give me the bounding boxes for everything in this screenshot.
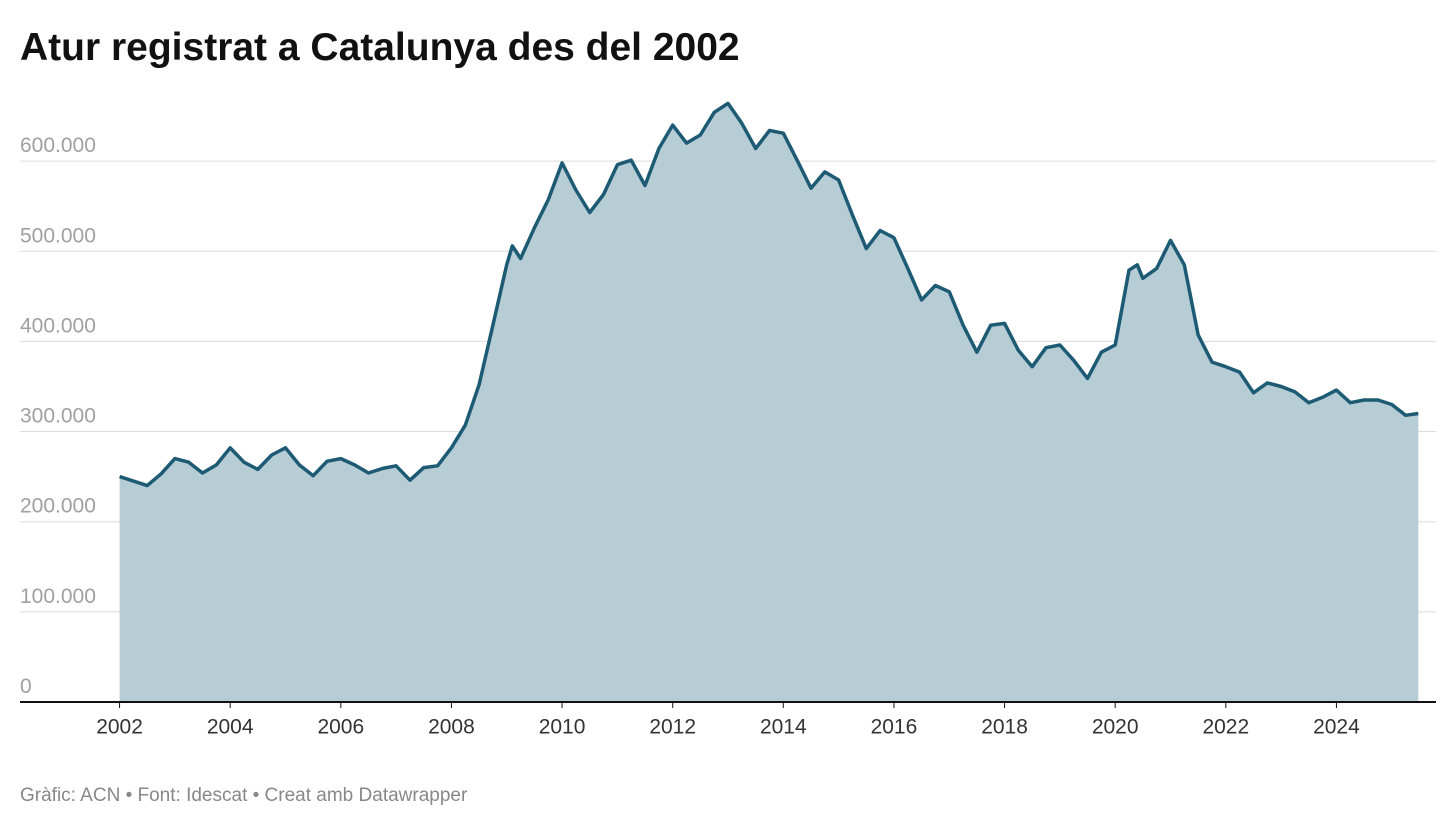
y-tick-label: 600.000	[20, 134, 96, 157]
x-tick-label: 2018	[981, 716, 1028, 739]
area	[119, 103, 1419, 702]
source-note: Gràfic: ACN • Font: Idescat • Creat amb …	[20, 785, 468, 806]
x-tick-label: 2008	[428, 716, 475, 739]
x-tick-label: 2014	[760, 716, 807, 739]
y-tick-label: 500.000	[20, 224, 96, 247]
y-tick-label: 0	[20, 675, 32, 698]
x-tick-label: 2010	[539, 716, 586, 739]
x-tick-label: 2002	[96, 716, 143, 739]
x-tick-label: 2012	[649, 716, 696, 739]
x-tick-label: 2004	[207, 716, 254, 739]
x-tick-label: 2020	[1092, 716, 1139, 739]
x-tick-label: 2016	[871, 716, 918, 739]
line	[119, 101, 1419, 488]
x-tick-label: 2006	[317, 716, 364, 739]
chart-title: Atur registrat a Catalunya des del 2002	[20, 26, 740, 69]
x-tick-label: 2022	[1202, 716, 1249, 739]
y-tick-label: 200.000	[20, 495, 96, 518]
y-tick-label: 100.000	[20, 585, 96, 608]
x-tick-label: 2024	[1313, 716, 1360, 739]
y-tick-label: 300.000	[20, 405, 96, 428]
y-tick-label: 400.000	[20, 314, 96, 337]
